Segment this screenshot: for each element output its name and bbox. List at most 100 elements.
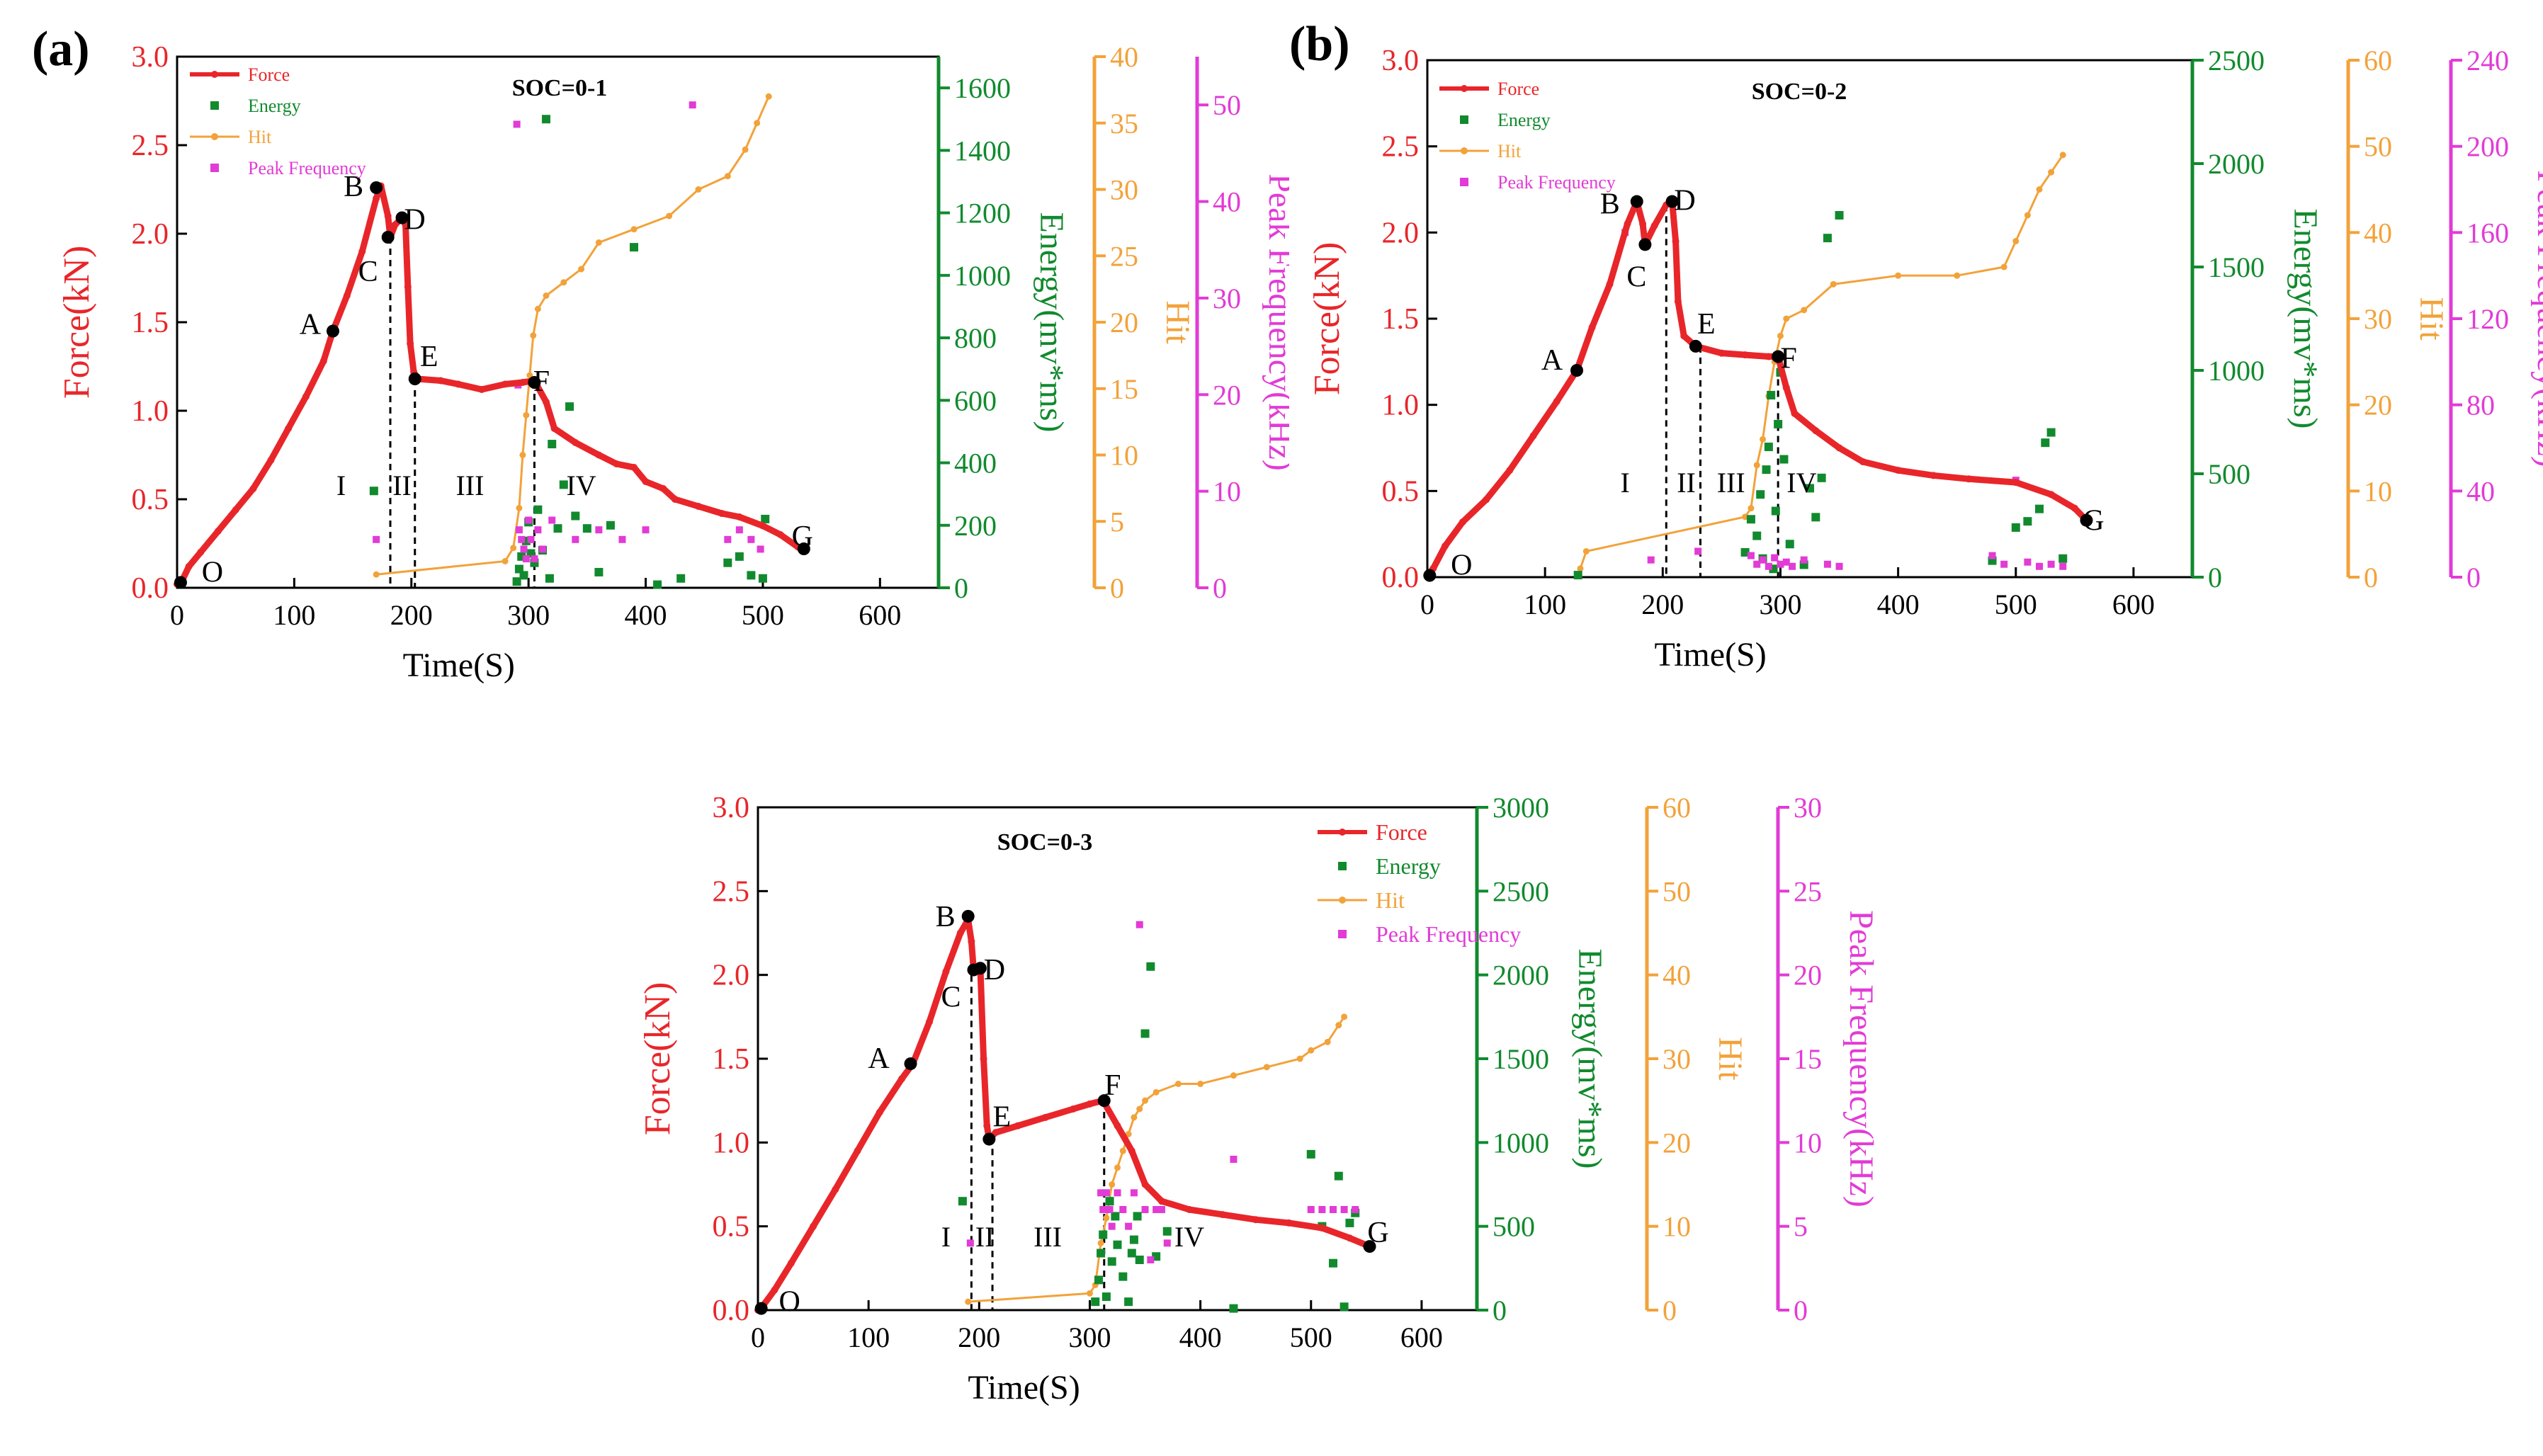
hit-tick-label: 20 <box>1110 307 1138 339</box>
hit-axis-title: Hit <box>1159 300 1196 344</box>
peak-point <box>1988 552 1996 559</box>
peak-point <box>520 545 528 553</box>
energy-tick-label: 2500 <box>1493 875 1549 907</box>
peak-point <box>1352 1206 1359 1213</box>
x-tick-label: 300 <box>1068 1321 1111 1353</box>
peak-point <box>1135 921 1143 928</box>
peak-point <box>1114 1189 1121 1197</box>
region-label: II <box>392 470 412 501</box>
force-point <box>542 398 550 406</box>
region-label: I <box>941 1221 951 1253</box>
peak-point <box>1782 558 1790 566</box>
hit-point <box>666 212 673 220</box>
force-point <box>1765 353 1772 360</box>
hit-point <box>1760 436 1767 443</box>
energy-tick-label: 600 <box>954 385 997 416</box>
force-point <box>1812 427 1820 435</box>
force-axis-title: Force(kN) <box>1307 242 1347 396</box>
peak-point <box>1097 1189 1105 1197</box>
key-point-label: A <box>868 1042 890 1075</box>
energy-point <box>606 521 615 530</box>
hit-tick-label: 0 <box>1110 572 1124 604</box>
peak-tick-label: 50 <box>1213 89 1241 121</box>
x-tick-label: 600 <box>1400 1321 1443 1353</box>
hit-point <box>1136 1105 1143 1113</box>
hit-point <box>1114 1164 1121 1171</box>
force-tick-label: 1.5 <box>1382 303 1420 336</box>
key-point-label: C <box>941 982 961 1014</box>
hit-tick-label: 60 <box>2364 45 2392 76</box>
force-point <box>1529 432 1537 440</box>
energy-point <box>541 115 550 124</box>
x-tick-label: 200 <box>958 1321 1000 1353</box>
x-tick-label: 500 <box>1995 588 2037 620</box>
x-tick-label: 300 <box>507 599 550 631</box>
hit-point <box>742 146 749 153</box>
force-point <box>595 451 603 459</box>
energy-point <box>1113 1240 1122 1249</box>
key-point-marker <box>904 1057 917 1071</box>
peak-axis-title: Peak Frequency(kHz) <box>1262 174 1289 471</box>
key-point-marker <box>1097 1094 1111 1108</box>
hit-point <box>1197 1081 1204 1087</box>
hit-tick-label: 40 <box>1110 41 1138 73</box>
force-tick-label: 2.0 <box>132 218 169 251</box>
energy-point <box>1806 484 1814 493</box>
force-point <box>1741 351 1749 359</box>
x-tick-label: 400 <box>1179 1321 1222 1353</box>
x-tick-label: 0 <box>170 599 184 631</box>
force-tick-label: 1.0 <box>1382 389 1420 422</box>
hit-point <box>502 558 509 564</box>
force-point <box>980 1055 987 1062</box>
peak-point <box>518 535 526 543</box>
energy-point <box>735 552 744 561</box>
hit-point <box>630 226 638 233</box>
force-point <box>302 393 310 400</box>
force-point <box>1042 1113 1049 1121</box>
hit-point <box>1296 1055 1303 1062</box>
key-point-marker <box>326 324 339 338</box>
peak-point <box>735 526 743 534</box>
hit-tick-label: 40 <box>1663 960 1691 991</box>
chart-panel-a: (a)SOC=0-10 100 200 300 400 500 600Time(S)0.00… <box>32 22 1289 684</box>
legend-force-label: Force <box>1497 79 1539 99</box>
legend-energy-symbol <box>210 101 219 110</box>
force-point <box>942 967 950 975</box>
key-point-marker <box>408 372 421 385</box>
hit-tick-label: 50 <box>1663 875 1691 907</box>
force-point <box>572 439 579 446</box>
x-tick-label: 200 <box>1641 588 1684 620</box>
hit-point <box>1895 272 1902 279</box>
hit-point <box>560 279 567 286</box>
force-point <box>384 212 392 220</box>
energy-point <box>1162 1227 1172 1236</box>
energy-tick-label: 800 <box>954 322 997 354</box>
hit-point <box>1742 513 1749 521</box>
force-point <box>787 1259 795 1267</box>
force-tick-label: 1.5 <box>132 307 169 339</box>
key-point-marker <box>797 542 810 555</box>
key-point-marker <box>174 576 187 589</box>
energy-point <box>1573 571 1582 580</box>
peak-point <box>548 516 556 524</box>
force-point <box>1930 472 1937 479</box>
key-point-marker <box>1689 339 1702 353</box>
energy-tick-label: 1000 <box>954 260 1011 292</box>
x-tick-label: 300 <box>1759 588 1801 620</box>
energy-point <box>723 558 732 567</box>
force-point <box>454 380 462 388</box>
key-point-label: O <box>1451 550 1472 582</box>
region-label: IV <box>1786 467 1816 499</box>
energy-point <box>559 480 568 489</box>
region-label: IV <box>1174 1221 1204 1253</box>
hit-point <box>1263 1064 1270 1071</box>
panel-label: (b) <box>1289 17 1350 72</box>
force-point <box>926 1018 934 1025</box>
peak-point <box>2000 560 2008 568</box>
energy-point <box>630 243 638 252</box>
force-point <box>519 379 526 386</box>
legend-hit-label: Hit <box>1376 887 1405 913</box>
force-point <box>694 503 702 510</box>
force-tick-label: 0.5 <box>132 484 169 516</box>
force-point <box>319 358 327 365</box>
